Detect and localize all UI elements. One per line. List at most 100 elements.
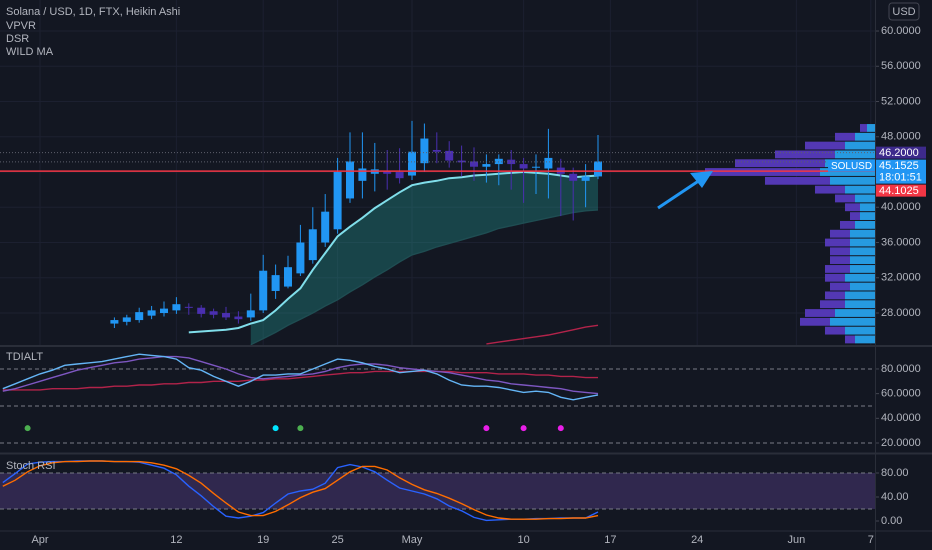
signal-dot [483, 425, 490, 432]
annotation-arrow [657, 171, 713, 210]
volume-profile-bar [845, 185, 875, 194]
x-tick-label: 24 [691, 534, 703, 546]
y-tick-label: 52.0000 [881, 95, 921, 107]
currency-label[interactable]: USD [892, 6, 915, 18]
price-label-box [876, 159, 926, 184]
y-tick-label: 80.0000 [881, 363, 921, 375]
volume-profile-bar [860, 212, 875, 220]
candle-body [271, 275, 280, 291]
volume-profile-bar [735, 159, 825, 168]
candle-body [222, 313, 230, 318]
candle-body [122, 317, 131, 322]
candle-body [457, 160, 466, 163]
volume-profile-bar [860, 203, 875, 212]
candle-body [135, 312, 144, 321]
symbol-label: SOLUSD [831, 161, 872, 172]
x-tick-label: 25 [331, 534, 343, 546]
candle-body [234, 316, 243, 320]
y-tick-label: 80.00 [881, 467, 909, 479]
candle-body [333, 172, 342, 230]
volume-profile-bar [825, 326, 845, 335]
volume-profile-bar [830, 247, 850, 256]
indicator-line [250, 209, 599, 345]
volume-profile-bar [845, 300, 875, 309]
indicator-line [188, 170, 599, 334]
indicator-line [486, 324, 599, 345]
y-tick-label: 20.0000 [881, 437, 921, 449]
volume-profile-bar [867, 124, 875, 132]
indicator-label: DSR [6, 33, 29, 45]
volume-profile-bar [860, 124, 867, 132]
candle-body [445, 150, 454, 161]
candle-body [110, 320, 119, 324]
tdi-pane [0, 353, 875, 444]
candle-body [321, 211, 330, 243]
candle-body [383, 171, 392, 174]
volume-profile-bar [805, 141, 845, 150]
signal-dot [272, 425, 279, 432]
volume-profile-bar [825, 291, 845, 300]
y-tick-label: 60.0000 [881, 25, 921, 37]
volume-profile-bar [845, 273, 875, 282]
price-label: 44.1025 [879, 185, 919, 197]
pane-title: TDIALT [6, 351, 43, 363]
signal-dot [520, 425, 527, 432]
candle-body [284, 267, 292, 287]
volume-profile-bar [850, 212, 860, 220]
volume-profile-bar [845, 335, 855, 344]
volume-profile-bar [820, 168, 875, 176]
y-tick-label: 36.0000 [881, 236, 921, 248]
price-label-box [876, 184, 926, 197]
candle-body [408, 151, 416, 176]
volume-profile-bar [830, 256, 850, 265]
candle-body [519, 164, 528, 169]
candle-body [246, 310, 255, 318]
x-tick-label: 10 [517, 534, 529, 546]
stoch-pane [0, 460, 875, 522]
volume-profile-bar [855, 220, 875, 229]
volume-profile-bar [825, 265, 850, 273]
volume-profile-bar [845, 203, 860, 212]
price-label-box [876, 146, 926, 159]
y-tick-label: 40.00 [881, 491, 909, 503]
volume-profile-bar [835, 132, 855, 141]
volume-profile-bar [820, 300, 845, 309]
candle-body [296, 242, 305, 274]
indicator-label: VPVR [6, 20, 36, 32]
volume-profile-bar [830, 229, 850, 238]
volume-profile-bar [845, 291, 875, 300]
y-tick-label: 56.0000 [881, 60, 921, 72]
indicator-line [2, 370, 598, 391]
candle-body [420, 138, 429, 164]
price-pane [0, 0, 875, 345]
chart-title: Solana / USD, 1D, FTX, Heikin Ashi [6, 6, 180, 18]
volume-profile-bar [825, 238, 850, 247]
x-tick-label: Apr [31, 534, 48, 546]
candle-body [594, 161, 602, 177]
volume-profile-bar [705, 168, 820, 176]
candle-body [358, 168, 367, 181]
indicator-line [2, 355, 599, 395]
currency-button[interactable] [888, 2, 920, 21]
volume-profile-bar [845, 141, 875, 150]
pane-title: Stoch RSI [6, 460, 56, 472]
volume-profile-bar [835, 150, 875, 159]
price-countdown: 18:01:51 [879, 172, 922, 184]
signal-dot [557, 425, 564, 432]
indicator-label: WILD MA [6, 46, 54, 58]
symbol-label-box [828, 159, 875, 172]
candle-body [197, 307, 206, 314]
volume-profile-bar [850, 282, 875, 291]
volume-profile-bar [830, 317, 875, 326]
volume-profile-bar [775, 150, 835, 159]
volume-profile-bar [765, 176, 830, 185]
price-label: 46.2000 [879, 147, 919, 159]
band-fill [250, 172, 599, 345]
band-fill [0, 473, 875, 509]
volume-profile-bar [815, 185, 845, 194]
arrow-shaft [657, 178, 701, 210]
candle-body [184, 306, 193, 308]
y-tick-label: 60.0000 [881, 388, 921, 400]
